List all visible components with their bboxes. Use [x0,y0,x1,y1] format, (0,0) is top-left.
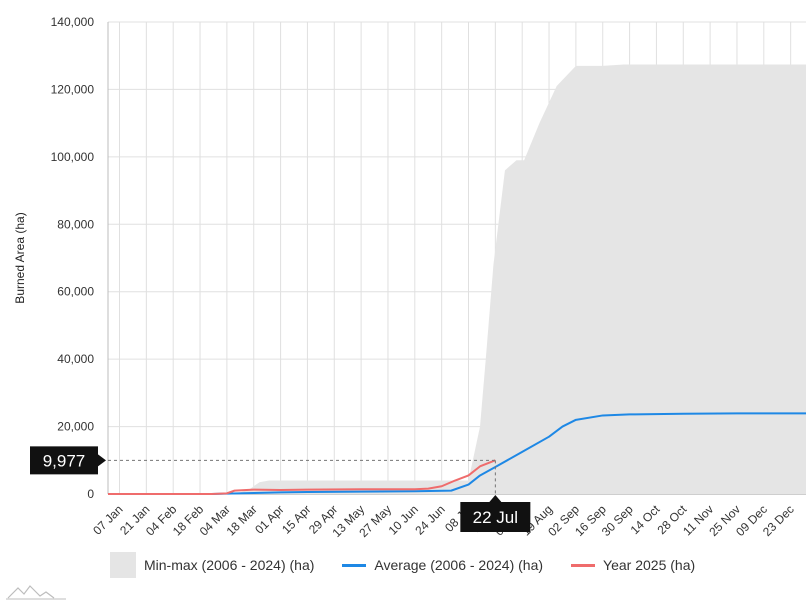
average-swatch [342,563,367,567]
legend-item-min-max[interactable]: Min-max (2006 - 2024) (ha) [110,552,314,578]
y-tick-label: 20,000 [57,420,94,434]
legend-item-year-2025[interactable]: Year 2025 (ha) [571,557,695,573]
year-2025-swatch [571,563,596,567]
legend-label-year-2025: Year 2025 (ha) [603,557,696,573]
year-2025-line [108,459,496,495]
x-date-label: 22 Jul [473,508,518,527]
x-tick-label: 18 Mar [224,502,260,538]
x-tick-label: 01 Apr [252,502,286,536]
legend-item-average[interactable]: Average (2006 - 2024) (ha) [342,557,543,573]
y-tick-labels: 0 20,000 40,000 60,000 80,000 100,000 120,000 1… [51,15,95,501]
crosshair-tooltip[interactable]: 9,977 22 Jul [30,446,531,532]
y-tick-label: 140,000 [51,15,95,29]
x-date-badge [460,502,531,532]
y-tick-label: 40,000 [57,352,94,366]
y-tick-label: 60,000 [57,285,94,299]
y-value-badge-pointer [98,454,106,467]
legend-label-min-max: Min-max (2006 - 2024) (ha) [144,557,315,573]
axes: Burned Area (ha) [13,212,27,303]
mountains-logo-icon [6,585,66,600]
x-tick-label: 30 Sep [599,502,636,539]
legend-label-average: Average (2006 - 2024) (ha) [374,557,544,573]
y-tick-label: 80,000 [57,217,94,231]
average-line [108,412,806,495]
min-max-swatch [110,552,136,578]
x-tick-label: 15 Apr [279,502,313,536]
y-value-label: 9,977 [43,451,86,470]
y-tick-label: 0 [87,487,94,501]
y-tick-label: 100,000 [51,150,95,164]
legend: Min-max (2006 - 2024) (ha) Average (2006… [110,548,723,582]
series-line-layer [108,412,806,495]
x-date-badge-pointer [489,495,502,502]
y-tick-label: 120,000 [51,82,95,96]
min-max-area [108,64,806,494]
y-value-badge [30,446,98,475]
x-tick-label: 24 Jun [412,502,447,537]
y-axis-title: Burned Area (ha) [13,212,27,303]
series-area-layer [108,64,806,494]
